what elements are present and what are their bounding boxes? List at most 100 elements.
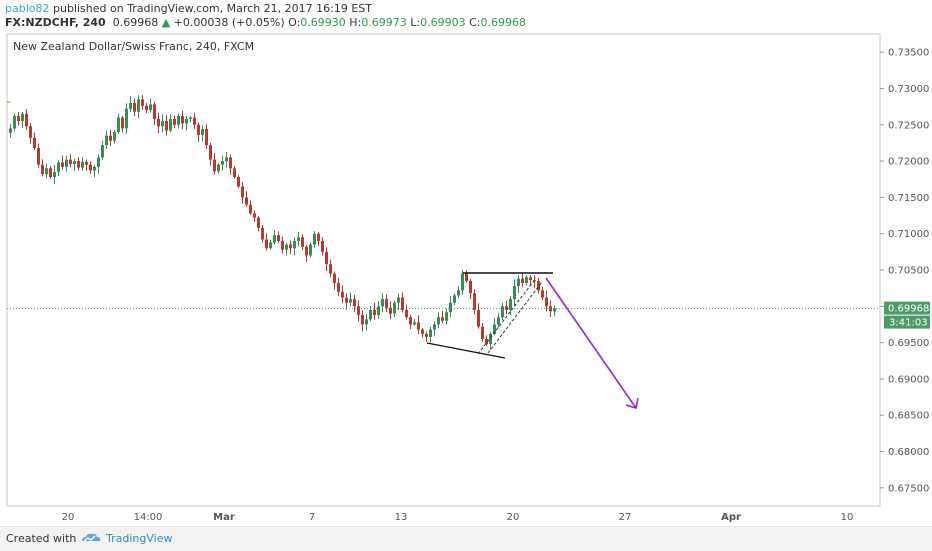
candle-body (161, 121, 164, 127)
candle-body (21, 113, 24, 122)
tradingview-brand[interactable]: TradingView (106, 532, 173, 545)
price-chart[interactable]: New Zealand Dollar/Swiss Franc, 240, FXC… (0, 32, 932, 526)
forecast-arrow[interactable] (545, 277, 637, 409)
candle-body (337, 283, 340, 292)
candle (57, 160, 60, 177)
candle-body (185, 118, 188, 124)
candle (549, 300, 552, 317)
candle (401, 292, 404, 313)
candle-body (297, 237, 300, 241)
candle-body (397, 297, 400, 303)
chart-title: New Zealand Dollar/Swiss Franc, 240, FXC… (13, 40, 254, 53)
candle (289, 240, 292, 254)
candle (513, 279, 516, 307)
x-tick-label: 10 (841, 512, 854, 523)
candle (153, 101, 156, 125)
candle-body (177, 116, 180, 125)
candle (241, 181, 244, 204)
candle (185, 115, 188, 131)
candle (373, 302, 376, 320)
x-tick-label: 14:00 (134, 512, 163, 523)
candle (181, 110, 184, 130)
close-label: C: (469, 16, 481, 29)
candle (517, 275, 520, 293)
candle-body (361, 315, 364, 325)
candle (37, 143, 40, 168)
candle-body (425, 333, 428, 337)
candle-body (221, 161, 224, 165)
candle-body (413, 322, 416, 325)
candle (525, 275, 528, 286)
candle (265, 233, 268, 251)
candle (457, 286, 460, 299)
candle-body (325, 251, 328, 265)
candle-body (121, 117, 124, 129)
candle-body (461, 273, 464, 291)
time-axis[interactable]: 20 14:00 Mar 7 13 20 27 Apr 10 (62, 512, 854, 523)
candle-body (285, 244, 288, 250)
candle-body (249, 204, 252, 214)
candle (461, 269, 464, 295)
tradingview-cloud-icon[interactable] (80, 531, 102, 548)
candle (329, 259, 332, 278)
candle-body (329, 264, 332, 274)
candle (93, 164, 96, 178)
candle-body (441, 317, 444, 321)
candle-body (29, 126, 32, 138)
candle-body (265, 239, 268, 249)
candle-body (157, 118, 160, 127)
candle (445, 308, 448, 325)
candle-body (253, 213, 256, 218)
candle (261, 225, 264, 243)
open-value: 0.69930 (300, 16, 346, 29)
candle-body (9, 128, 12, 133)
candle (397, 293, 400, 310)
countdown-box (884, 315, 930, 329)
candle (369, 305, 372, 322)
y-tick-label: 0.67500 (888, 483, 929, 494)
candle (109, 129, 112, 146)
candle-body (233, 168, 236, 178)
publisher-username[interactable]: pablo82 (5, 2, 50, 15)
candle-body (85, 161, 88, 165)
candle (169, 114, 172, 133)
candle-body (113, 132, 116, 141)
candle-body (393, 302, 396, 314)
candle (273, 230, 276, 245)
candle-body (217, 164, 220, 172)
candle-body (197, 124, 200, 135)
candle-body (81, 161, 84, 168)
candle (309, 242, 312, 258)
lower-trendline[interactable] (426, 342, 506, 359)
candle-body (405, 309, 408, 318)
candle-body (373, 309, 376, 316)
candle-body (261, 227, 264, 240)
dashed-wedge-line-left[interactable] (477, 277, 537, 355)
candle (217, 163, 220, 174)
candle (61, 155, 64, 170)
candle-body (153, 104, 156, 119)
candle (97, 154, 100, 174)
candle (305, 244, 308, 263)
candle (521, 272, 524, 287)
candle-body (549, 306, 552, 312)
candle-body (453, 295, 456, 303)
candle (173, 115, 176, 129)
candle (501, 302, 504, 320)
candle-body (537, 280, 540, 291)
y-tick-label: 0.73500 (888, 48, 929, 59)
close-value: 0.69968 (480, 16, 527, 29)
drawings[interactable] (426, 272, 639, 410)
candle (221, 155, 224, 171)
candle-body (481, 326, 484, 339)
candle-body (385, 299, 388, 308)
price-axis[interactable]: 0.73500 0.73000 0.72500 0.72000 0.71500 0.710… (880, 48, 929, 495)
candle (481, 322, 484, 342)
candle-body (213, 159, 216, 172)
candle (321, 236, 324, 256)
candle-body (281, 240, 284, 250)
candle (69, 154, 72, 168)
candle-body (501, 306, 504, 318)
candle (333, 271, 336, 290)
candle (45, 163, 48, 179)
